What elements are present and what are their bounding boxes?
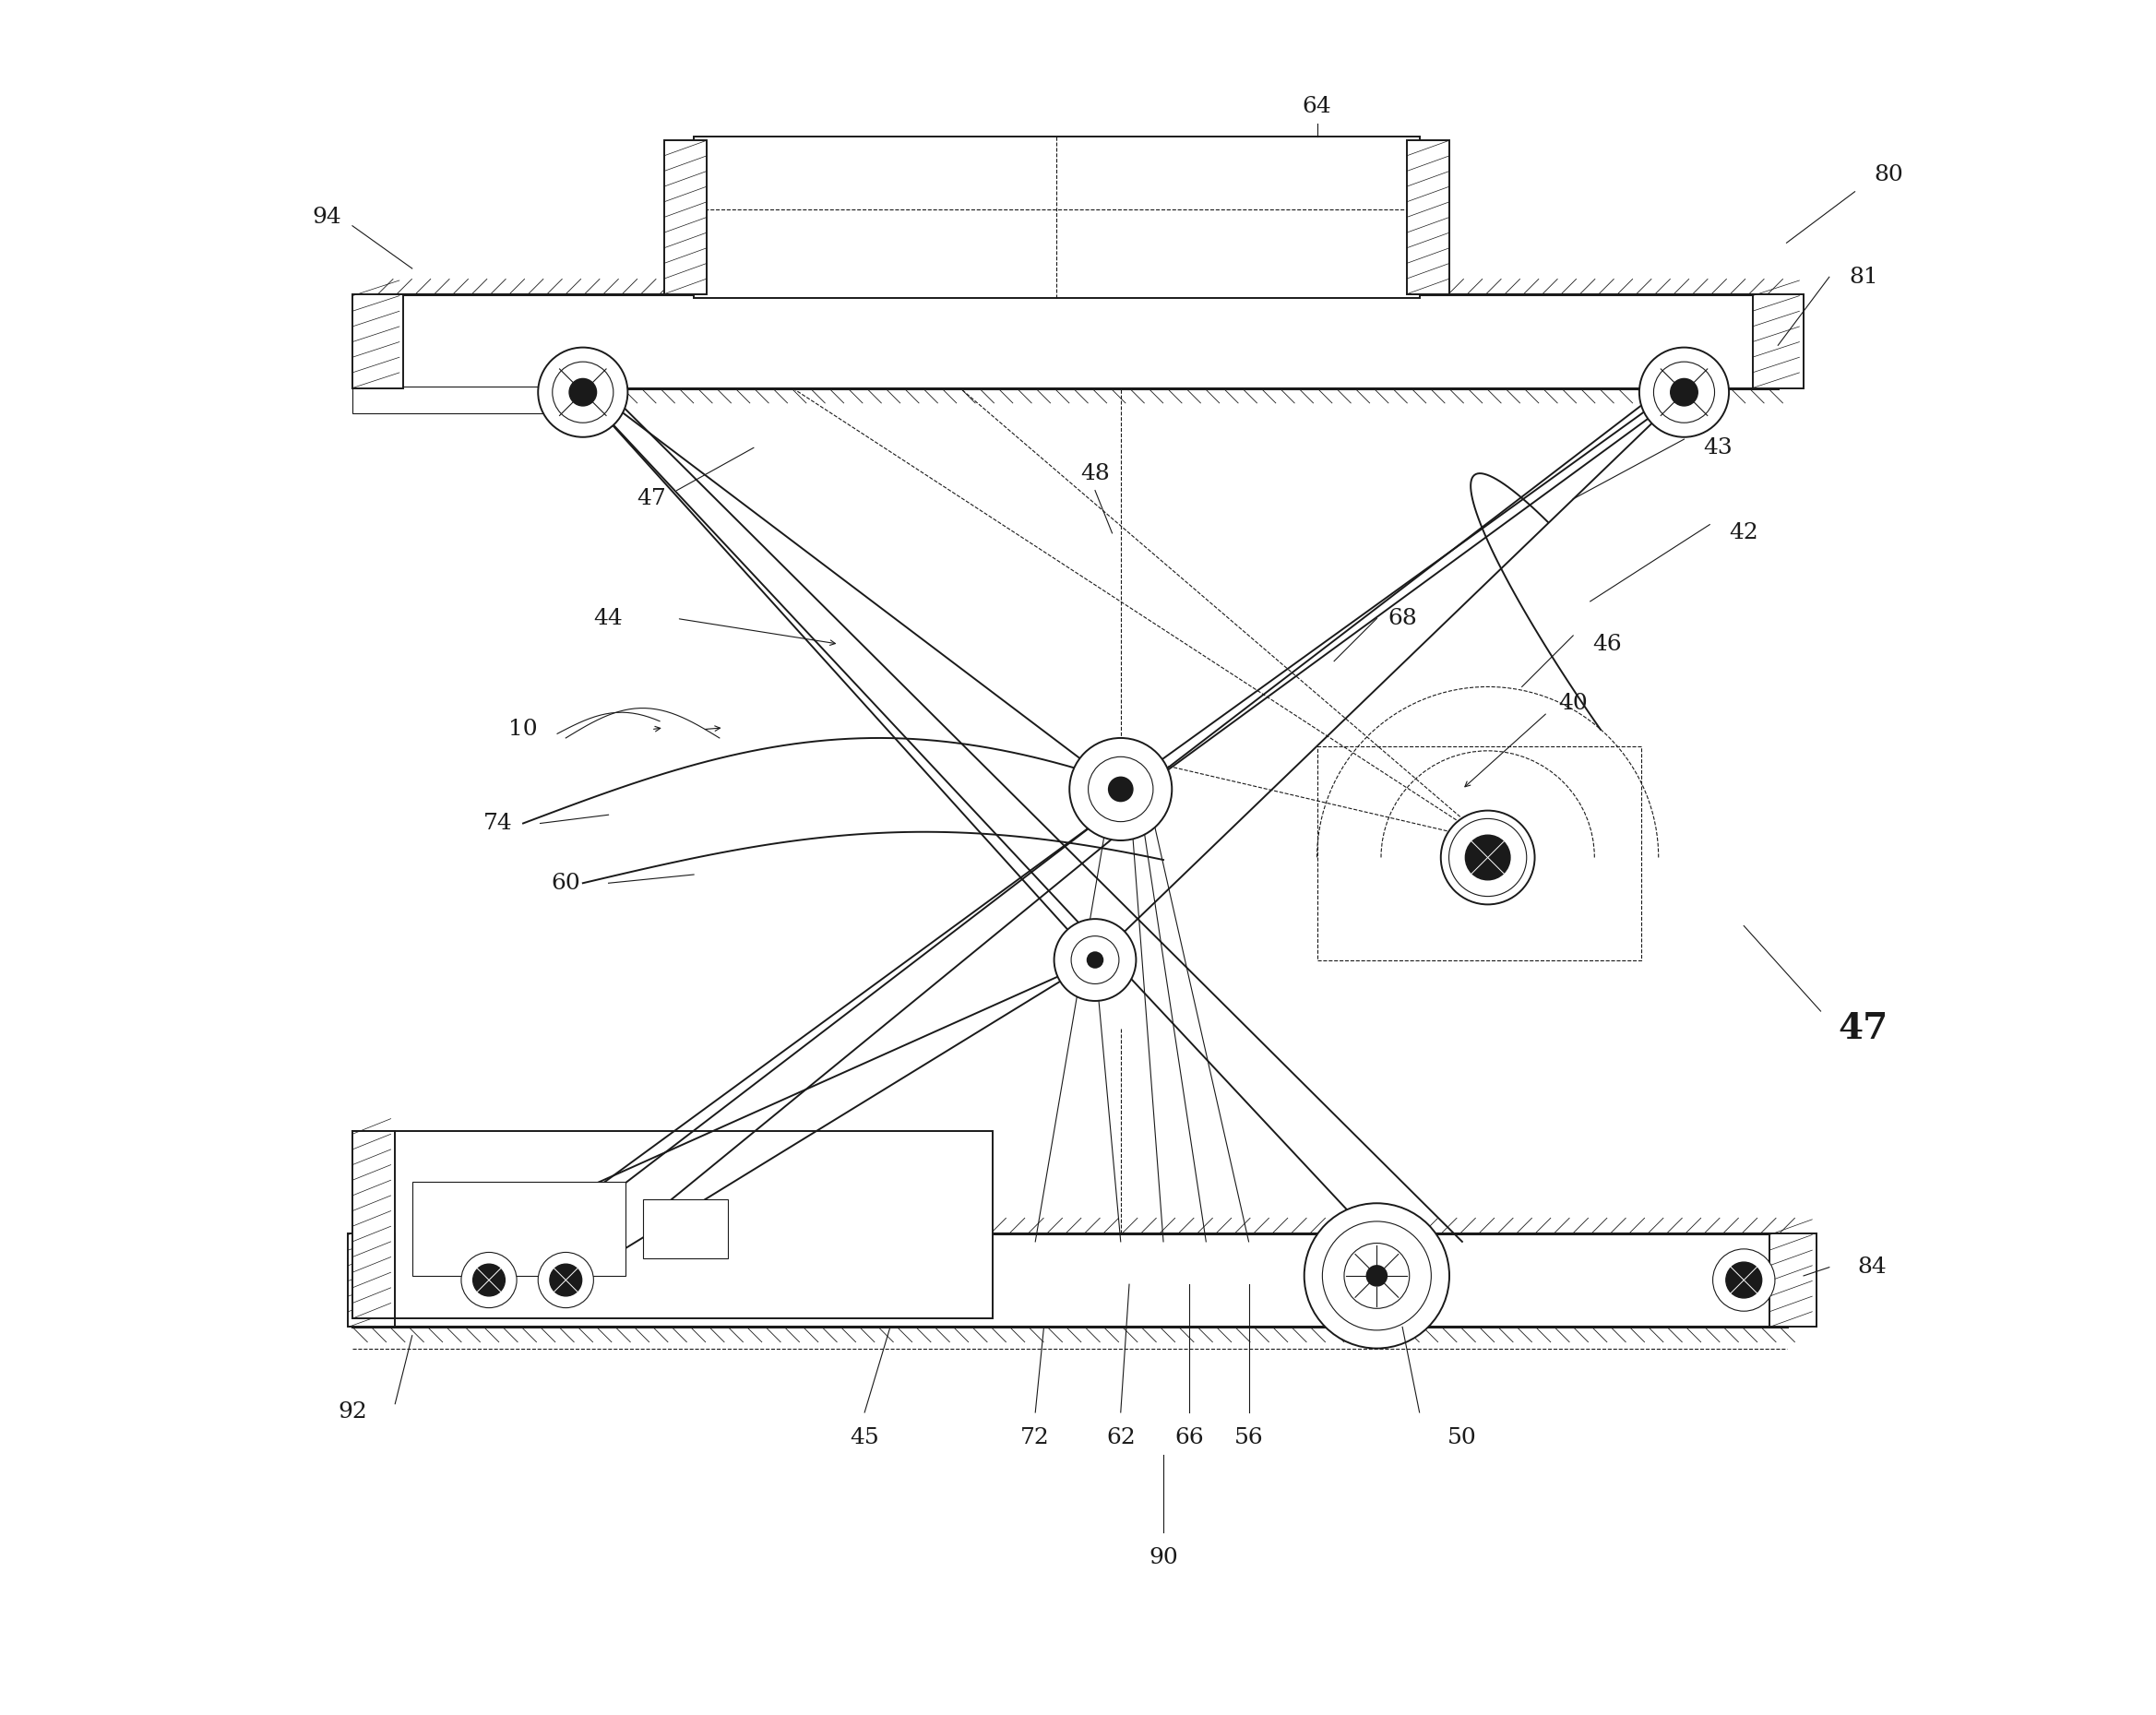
Circle shape <box>550 1264 582 1297</box>
Circle shape <box>1440 811 1535 904</box>
Circle shape <box>1304 1204 1449 1348</box>
Text: 84: 84 <box>1856 1257 1886 1278</box>
Bar <box>412 1182 625 1276</box>
Bar <box>1317 746 1641 960</box>
Circle shape <box>1727 1262 1761 1298</box>
Bar <box>642 1199 729 1259</box>
Text: 46: 46 <box>1593 633 1621 655</box>
Bar <box>351 386 591 413</box>
Bar <box>351 293 403 388</box>
Circle shape <box>539 348 627 437</box>
Text: 92: 92 <box>338 1401 367 1423</box>
Bar <box>351 1130 395 1319</box>
Text: 62: 62 <box>1106 1427 1136 1449</box>
Text: 64: 64 <box>1302 96 1332 117</box>
Text: 47: 47 <box>636 489 666 509</box>
Text: 56: 56 <box>1233 1427 1263 1449</box>
Bar <box>1753 293 1805 388</box>
Text: 94: 94 <box>313 206 341 228</box>
Text: 45: 45 <box>849 1427 880 1449</box>
Text: 42: 42 <box>1729 523 1759 544</box>
Circle shape <box>1072 936 1119 984</box>
Circle shape <box>1712 1249 1774 1312</box>
Bar <box>351 1233 1787 1327</box>
Circle shape <box>1069 737 1173 840</box>
Circle shape <box>1087 952 1104 969</box>
Circle shape <box>1108 777 1134 803</box>
Text: 68: 68 <box>1388 607 1416 629</box>
Bar <box>377 293 1779 388</box>
Circle shape <box>461 1252 517 1309</box>
Text: 72: 72 <box>1020 1427 1050 1449</box>
Bar <box>694 135 1419 298</box>
Bar <box>1770 1233 1815 1327</box>
Text: 50: 50 <box>1447 1427 1477 1449</box>
Circle shape <box>1089 756 1153 821</box>
Text: 48: 48 <box>1080 463 1110 484</box>
Circle shape <box>552 362 612 422</box>
Circle shape <box>1654 362 1714 422</box>
Text: 44: 44 <box>593 607 623 629</box>
Text: 47: 47 <box>1839 1010 1889 1046</box>
Text: 80: 80 <box>1874 165 1904 185</box>
Text: 40: 40 <box>1559 693 1587 715</box>
Circle shape <box>1639 348 1729 437</box>
Circle shape <box>569 379 597 406</box>
Text: 90: 90 <box>1149 1547 1177 1568</box>
Circle shape <box>1367 1266 1388 1286</box>
Circle shape <box>1054 919 1136 1002</box>
Circle shape <box>1466 835 1509 880</box>
Bar <box>1406 141 1449 293</box>
Circle shape <box>1671 379 1697 406</box>
Text: 10: 10 <box>509 719 537 741</box>
Text: 74: 74 <box>483 813 513 833</box>
Circle shape <box>539 1252 593 1309</box>
Text: 43: 43 <box>1703 437 1733 458</box>
Text: 66: 66 <box>1175 1427 1203 1449</box>
Text: 60: 60 <box>552 873 580 894</box>
Circle shape <box>1449 818 1526 897</box>
Bar <box>351 1130 992 1319</box>
Bar <box>347 1233 395 1327</box>
Text: 81: 81 <box>1850 266 1878 288</box>
Bar <box>664 141 707 293</box>
Circle shape <box>472 1264 505 1297</box>
